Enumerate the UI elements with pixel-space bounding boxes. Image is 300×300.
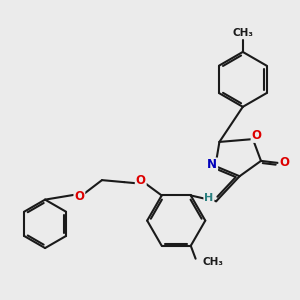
Text: O: O <box>279 156 290 170</box>
Text: N: N <box>207 158 217 171</box>
Text: O: O <box>251 129 262 142</box>
Text: CH₃: CH₃ <box>232 28 253 38</box>
Text: O: O <box>136 174 146 187</box>
Text: O: O <box>74 190 84 203</box>
Text: CH₃: CH₃ <box>203 257 224 267</box>
Text: H: H <box>204 193 214 203</box>
